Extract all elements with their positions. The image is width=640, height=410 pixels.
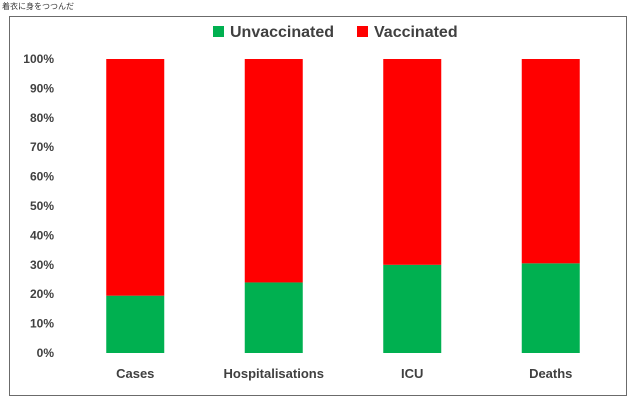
y-tick-label: 40% <box>30 228 54 242</box>
bar-unvaccinated-cases <box>106 295 165 353</box>
y-tick-label: 10% <box>30 317 54 331</box>
x-tick-label: Hospitalisations <box>224 366 324 381</box>
x-axis: Cases Hospitalisations ICU Deaths <box>116 366 572 381</box>
legend-label-unvaccinated: Unvaccinated <box>230 24 334 41</box>
bar-unvaccinated-hospitalisations <box>244 282 303 353</box>
page-caption: 着衣に身をつつんだ <box>2 2 74 11</box>
y-tick-label: 100% <box>23 52 54 66</box>
bar-vaccinated-hospitalisations <box>244 59 303 283</box>
bar-unvaccinated-icu <box>383 264 442 353</box>
y-tick-label: 30% <box>30 258 54 272</box>
y-tick-label: 70% <box>30 140 54 154</box>
bars <box>106 59 580 353</box>
bar-vaccinated-cases <box>106 59 165 296</box>
bar-unvaccinated-deaths <box>521 263 580 353</box>
x-tick-label: Deaths <box>529 366 572 381</box>
y-axis: 0% 10% 20% 30% 40% 50% 60% 70% 80% 90% 100% <box>23 52 54 360</box>
y-tick-label: 0% <box>37 346 55 360</box>
bar-vaccinated-deaths <box>521 59 580 264</box>
y-tick-label: 50% <box>30 199 54 213</box>
legend-swatch-unvaccinated <box>213 26 224 37</box>
y-tick-label: 20% <box>30 287 54 301</box>
x-tick-label: ICU <box>401 366 423 381</box>
x-tick-label: Cases <box>116 366 154 381</box>
bar-vaccinated-icu <box>383 59 442 265</box>
chart-legend: Unvaccinated Vaccinated <box>213 24 458 41</box>
y-tick-label: 80% <box>30 111 54 125</box>
y-tick-label: 90% <box>30 81 54 95</box>
y-tick-label: 60% <box>30 170 54 184</box>
legend-swatch-vaccinated <box>357 26 368 37</box>
legend-label-vaccinated: Vaccinated <box>374 24 458 41</box>
